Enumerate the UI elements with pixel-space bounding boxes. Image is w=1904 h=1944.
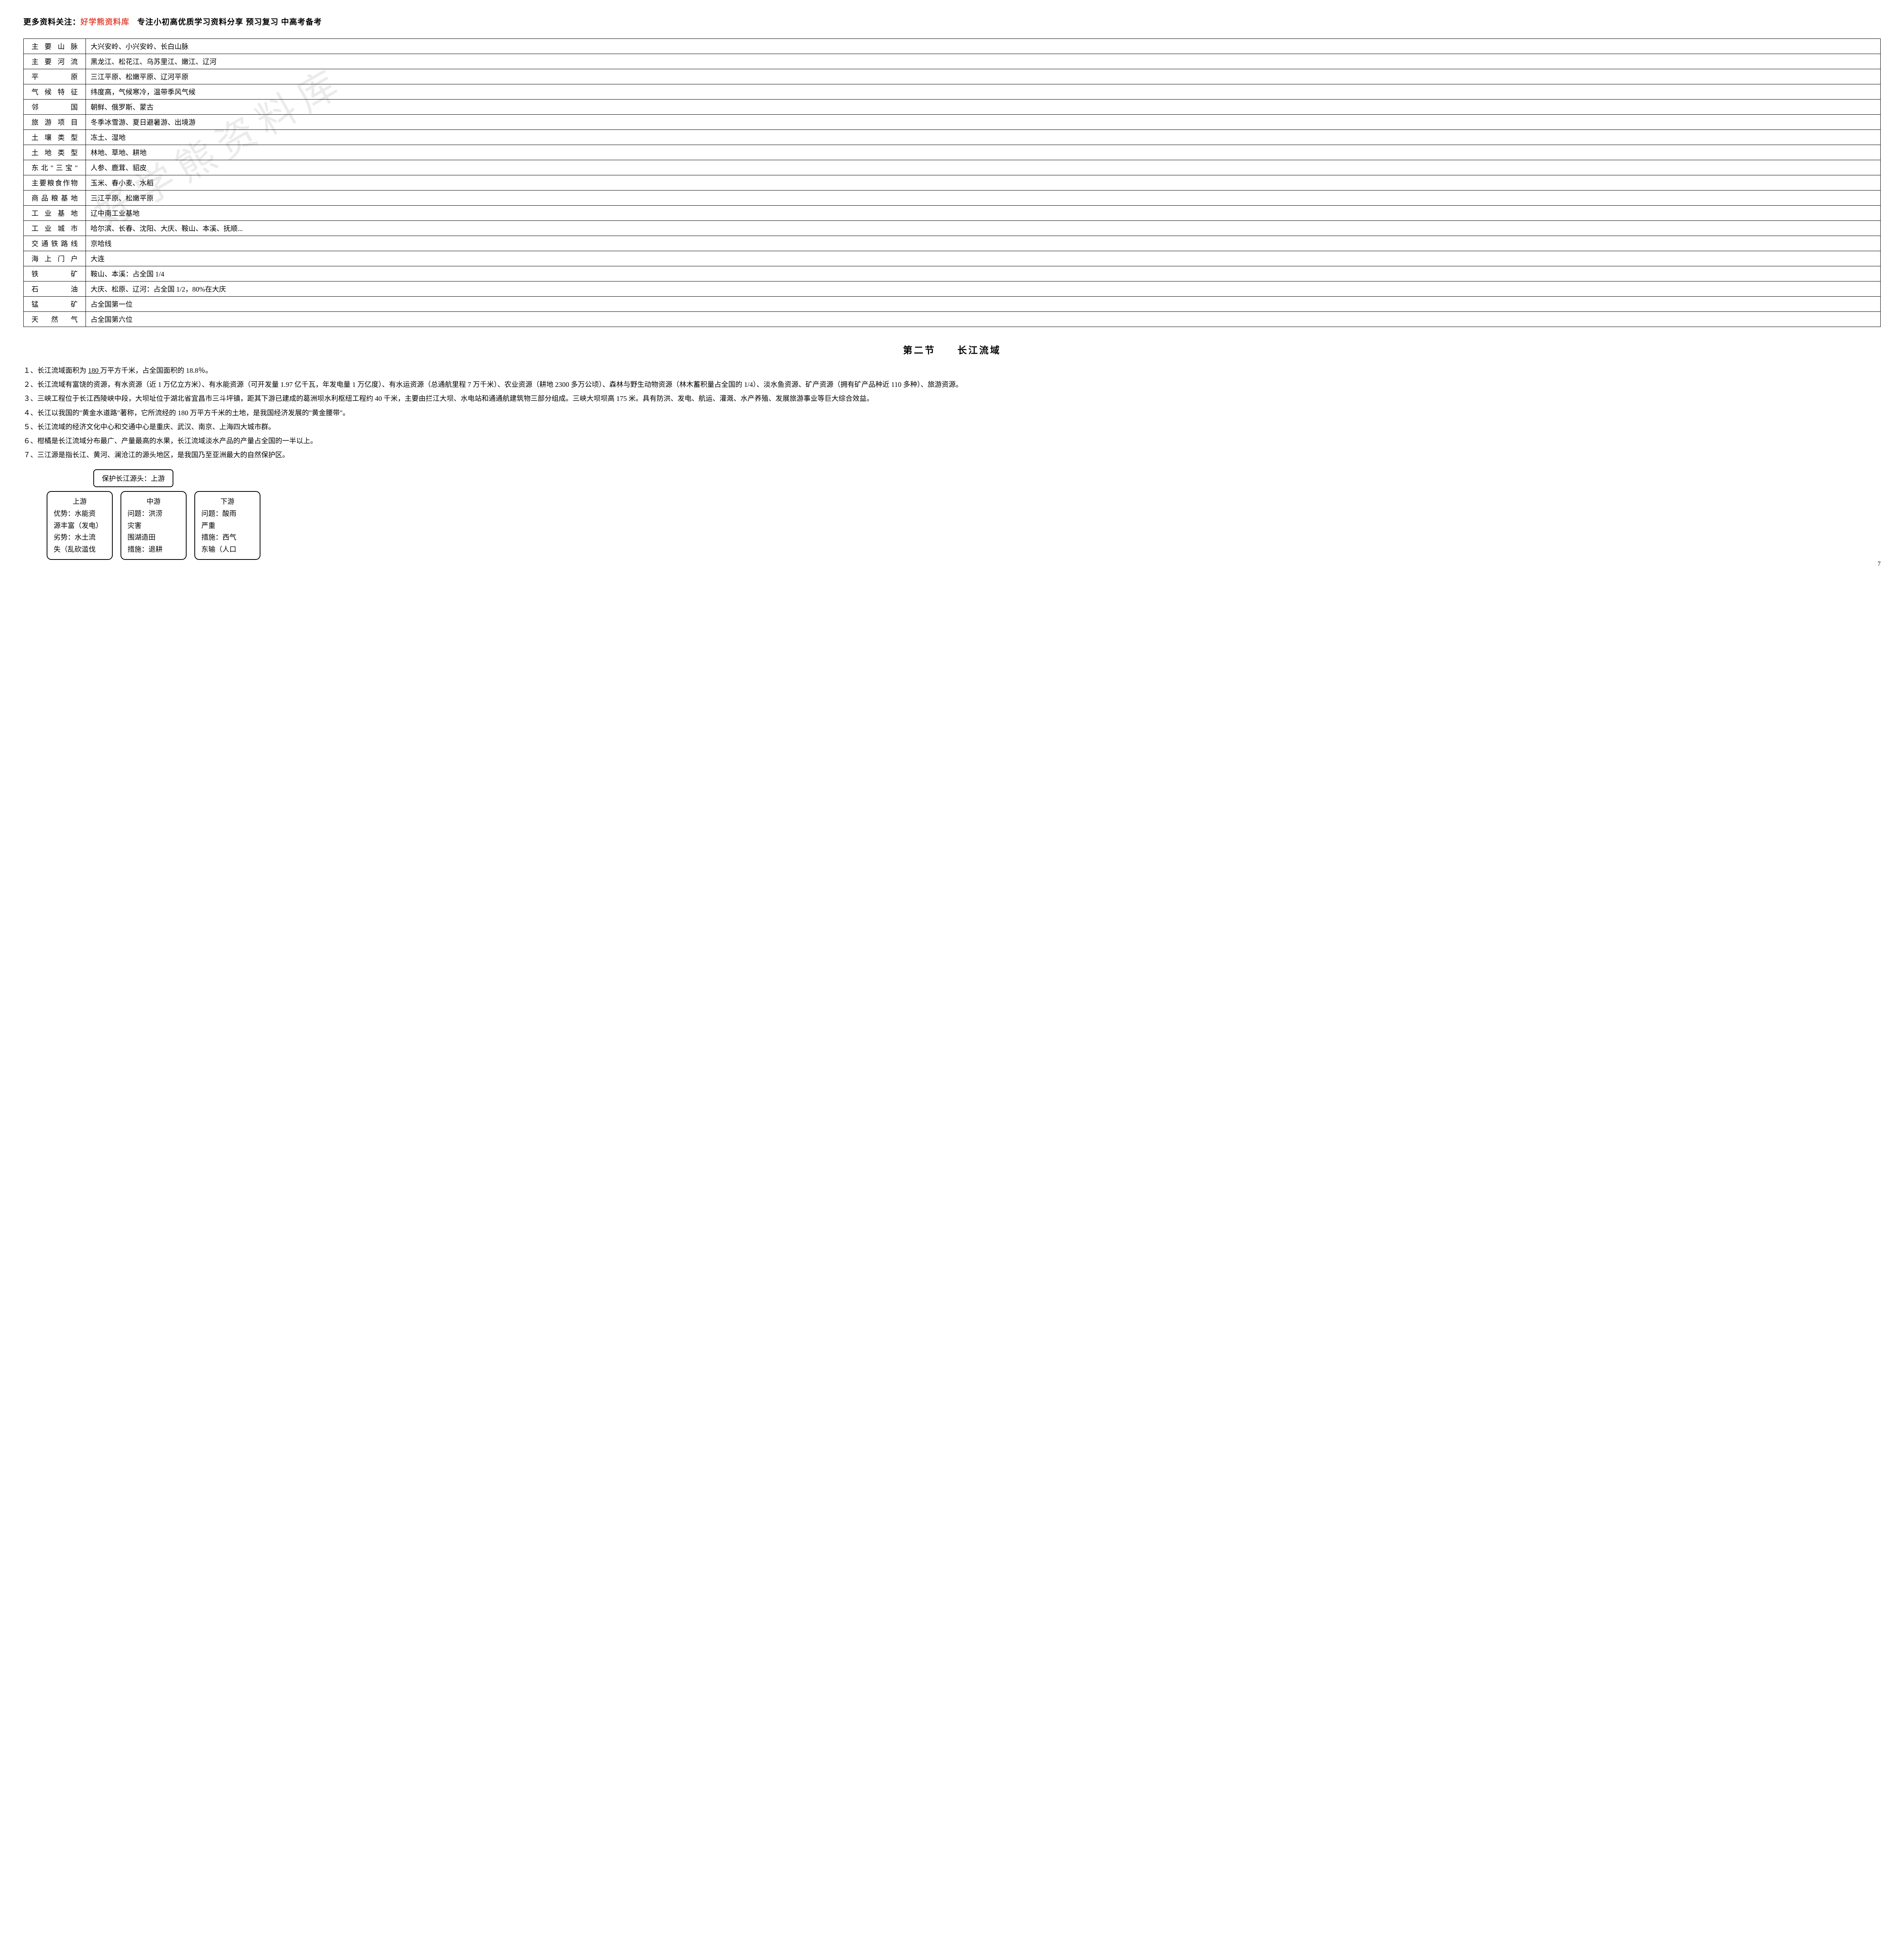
table-cell-value: 冻土、湿地	[86, 130, 1881, 145]
paragraph: １、长江流域面积为 180 万平方千米，占全国面积的 18.8％。	[23, 364, 1881, 377]
table-row: 旅游项目冬季冰雪游、夏日避暑游、出境游	[24, 115, 1881, 130]
table-cell-value: 哈尔滨、长春、沈阳、大庆、鞍山、本溪、抚顺...	[86, 221, 1881, 236]
table-row: 平 原三江平原、松嫩平原、辽河平原	[24, 69, 1881, 84]
table-row: 天然气占全国第六位	[24, 312, 1881, 327]
table-cell-value: 林地、草地、耕地	[86, 145, 1881, 160]
diagram-column-line: 措施：西气	[201, 531, 253, 544]
table-cell-label: 主要山脉	[24, 39, 86, 54]
table-cell-value: 大连	[86, 251, 1881, 266]
table-cell-value: 纬度高，气候寒冷，温带季风气候	[86, 84, 1881, 100]
table-cell-label: 平 原	[24, 69, 86, 84]
table-cell-value: 朝鲜、俄罗斯、蒙古	[86, 100, 1881, 115]
diagram-column-line: 劣势：水土流	[54, 531, 106, 544]
table-row: 交通铁路线京哈线	[24, 236, 1881, 251]
table-cell-label: 东北"三宝"	[24, 160, 86, 175]
table-cell-value: 京哈线	[86, 236, 1881, 251]
section-title: 第二节 长江流域	[23, 343, 1881, 356]
diagram-column: 上游优势：水能资源丰富（发电）劣势：水土流失（乱砍滥伐	[47, 491, 113, 560]
table-cell-label: 海上门户	[24, 251, 86, 266]
table-cell-label: 邻 国	[24, 100, 86, 115]
table-cell-value: 三江平原、松嫩平原、辽河平原	[86, 69, 1881, 84]
table-cell-value: 辽中南工业基地	[86, 206, 1881, 221]
table-row: 邻 国朝鲜、俄罗斯、蒙古	[24, 100, 1881, 115]
paragraph: ７、三江源是指长江、黄河、澜沧江的源头地区，是我国乃至亚洲最大的自然保护区。	[23, 448, 1881, 462]
header-suffix: 专注小初高优质学习资料分享 预习复习 中高考备考	[137, 18, 322, 26]
table-row: 主要河流黑龙江、松花江、乌苏里江、嫩江、辽河	[24, 54, 1881, 69]
table-row: 东北"三宝"人参、鹿茸、貂皮	[24, 160, 1881, 175]
table-cell-value: 黑龙江、松花江、乌苏里江、嫩江、辽河	[86, 54, 1881, 69]
table-row: 土地类型林地、草地、耕地	[24, 145, 1881, 160]
diagram-column: 中游问题：洪涝灾害围湖造田措施：退耕	[121, 491, 187, 560]
table-cell-label: 工业基地	[24, 206, 86, 221]
table-cell-value: 玉米、春小麦、水稻	[86, 175, 1881, 191]
paragraphs-container: １、长江流域面积为 180 万平方千米，占全国面积的 18.8％。２、长江流域有…	[23, 364, 1881, 462]
table-row: 商品粮基地三江平原、松嫩平原	[24, 191, 1881, 206]
page-number: 7	[1878, 561, 1881, 568]
diagram-column-line: 围湖造田	[128, 531, 180, 544]
table-row: 主要山脉大兴安岭、小兴安岭、长白山脉	[24, 39, 1881, 54]
table-cell-value: 大庆、松原、辽河：占全国 1/2，80%在大庆	[86, 281, 1881, 297]
header-brand: 好学熊资料库	[80, 18, 129, 26]
table-row: 工业基地辽中南工业基地	[24, 206, 1881, 221]
diagram-column-title: 上游	[54, 496, 106, 508]
diagram: 保护长江源头：上游 上游优势：水能资源丰富（发电）劣势：水土流失（乱砍滥伐中游问…	[47, 469, 1881, 560]
table-cell-label: 交通铁路线	[24, 236, 86, 251]
paragraph: ５、长江流域的经济文化中心和交通中心是重庆、武汉、南京、上海四大城市群。	[23, 420, 1881, 434]
table-row: 锰矿占全国第一位	[24, 297, 1881, 312]
table-cell-label: 工业城市	[24, 221, 86, 236]
diagram-column-line: 优势：水能资	[54, 508, 106, 520]
table-cell-label: 主要河流	[24, 54, 86, 69]
diagram-column-line: 问题：酸雨	[201, 508, 253, 520]
table-cell-value: 鞍山、本溪：占全国 1/4	[86, 266, 1881, 281]
table-row: 海上门户大连	[24, 251, 1881, 266]
table-row: 工业城市哈尔滨、长春、沈阳、大庆、鞍山、本溪、抚顺...	[24, 221, 1881, 236]
diagram-column: 下游问题：酸雨严重措施：西气东输（人口	[194, 491, 260, 560]
diagram-column-title: 下游	[201, 496, 253, 508]
table-row: 石油大庆、松原、辽河：占全国 1/2，80%在大庆	[24, 281, 1881, 297]
table-row: 气候特征纬度高，气候寒冷，温带季风气候	[24, 84, 1881, 100]
paragraph: ４、长江以我国的"黄金水道路"著称，它所流经的 180 万平方千米的土地，是我国…	[23, 406, 1881, 420]
header-prefix: 更多资料关注：	[23, 18, 80, 26]
table-cell-value: 占全国第一位	[86, 297, 1881, 312]
table-cell-label: 土地类型	[24, 145, 86, 160]
table-cell-value: 占全国第六位	[86, 312, 1881, 327]
table-cell-value: 人参、鹿茸、貂皮	[86, 160, 1881, 175]
paragraph: ６、柑橘是长江流域分布最广、产量最高的水果，长江流域淡水产品的产量占全国的一半以…	[23, 434, 1881, 448]
diagram-row: 上游优势：水能资源丰富（发电）劣势：水土流失（乱砍滥伐中游问题：洪涝灾害围湖造田…	[47, 491, 260, 560]
table-cell-value: 三江平原、松嫩平原	[86, 191, 1881, 206]
attributes-table: 主要山脉大兴安岭、小兴安岭、长白山脉主要河流黑龙江、松花江、乌苏里江、嫩江、辽河…	[23, 38, 1881, 327]
table-cell-label: 石油	[24, 281, 86, 297]
diagram-column-line: 问题：洪涝	[128, 508, 180, 520]
table-row: 主要粮食作物玉米、春小麦、水稻	[24, 175, 1881, 191]
paragraph: ２、长江流域有富饶的资源，有水资源（近 1 万亿立方米）、有水能资源（可开发量 …	[23, 378, 1881, 391]
table-cell-label: 旅游项目	[24, 115, 86, 130]
diagram-column-line: 措施：退耕	[128, 544, 180, 556]
table-cell-label: 锰矿	[24, 297, 86, 312]
table-cell-value: 冬季冰雪游、夏日避暑游、出境游	[86, 115, 1881, 130]
table-cell-label: 土壤类型	[24, 130, 86, 145]
paragraph: ３、三峡工程位于长江西陵峡中段，大坝址位于湖北省宜昌市三斗坪镇，距其下游已建成的…	[23, 392, 1881, 405]
table-cell-value: 大兴安岭、小兴安岭、长白山脉	[86, 39, 1881, 54]
table-cell-label: 铁矿	[24, 266, 86, 281]
diagram-column-line: 源丰富（发电）	[54, 520, 106, 532]
page-header: 更多资料关注：好学熊资料库专注小初高优质学习资料分享 预习复习 中高考备考	[23, 16, 1881, 27]
diagram-column-line: 东输（人口	[201, 544, 253, 556]
diagram-top-box: 保护长江源头：上游	[93, 469, 173, 487]
diagram-column-line: 灾害	[128, 520, 180, 532]
table-cell-label: 气候特征	[24, 84, 86, 100]
table-cell-label: 商品粮基地	[24, 191, 86, 206]
table-cell-label: 天然气	[24, 312, 86, 327]
table-cell-label: 主要粮食作物	[24, 175, 86, 191]
table-row: 铁矿鞍山、本溪：占全国 1/4	[24, 266, 1881, 281]
diagram-column-line: 失（乱砍滥伐	[54, 544, 106, 556]
table-row: 土壤类型冻土、湿地	[24, 130, 1881, 145]
diagram-column-line: 严重	[201, 520, 253, 532]
diagram-column-title: 中游	[128, 496, 180, 508]
